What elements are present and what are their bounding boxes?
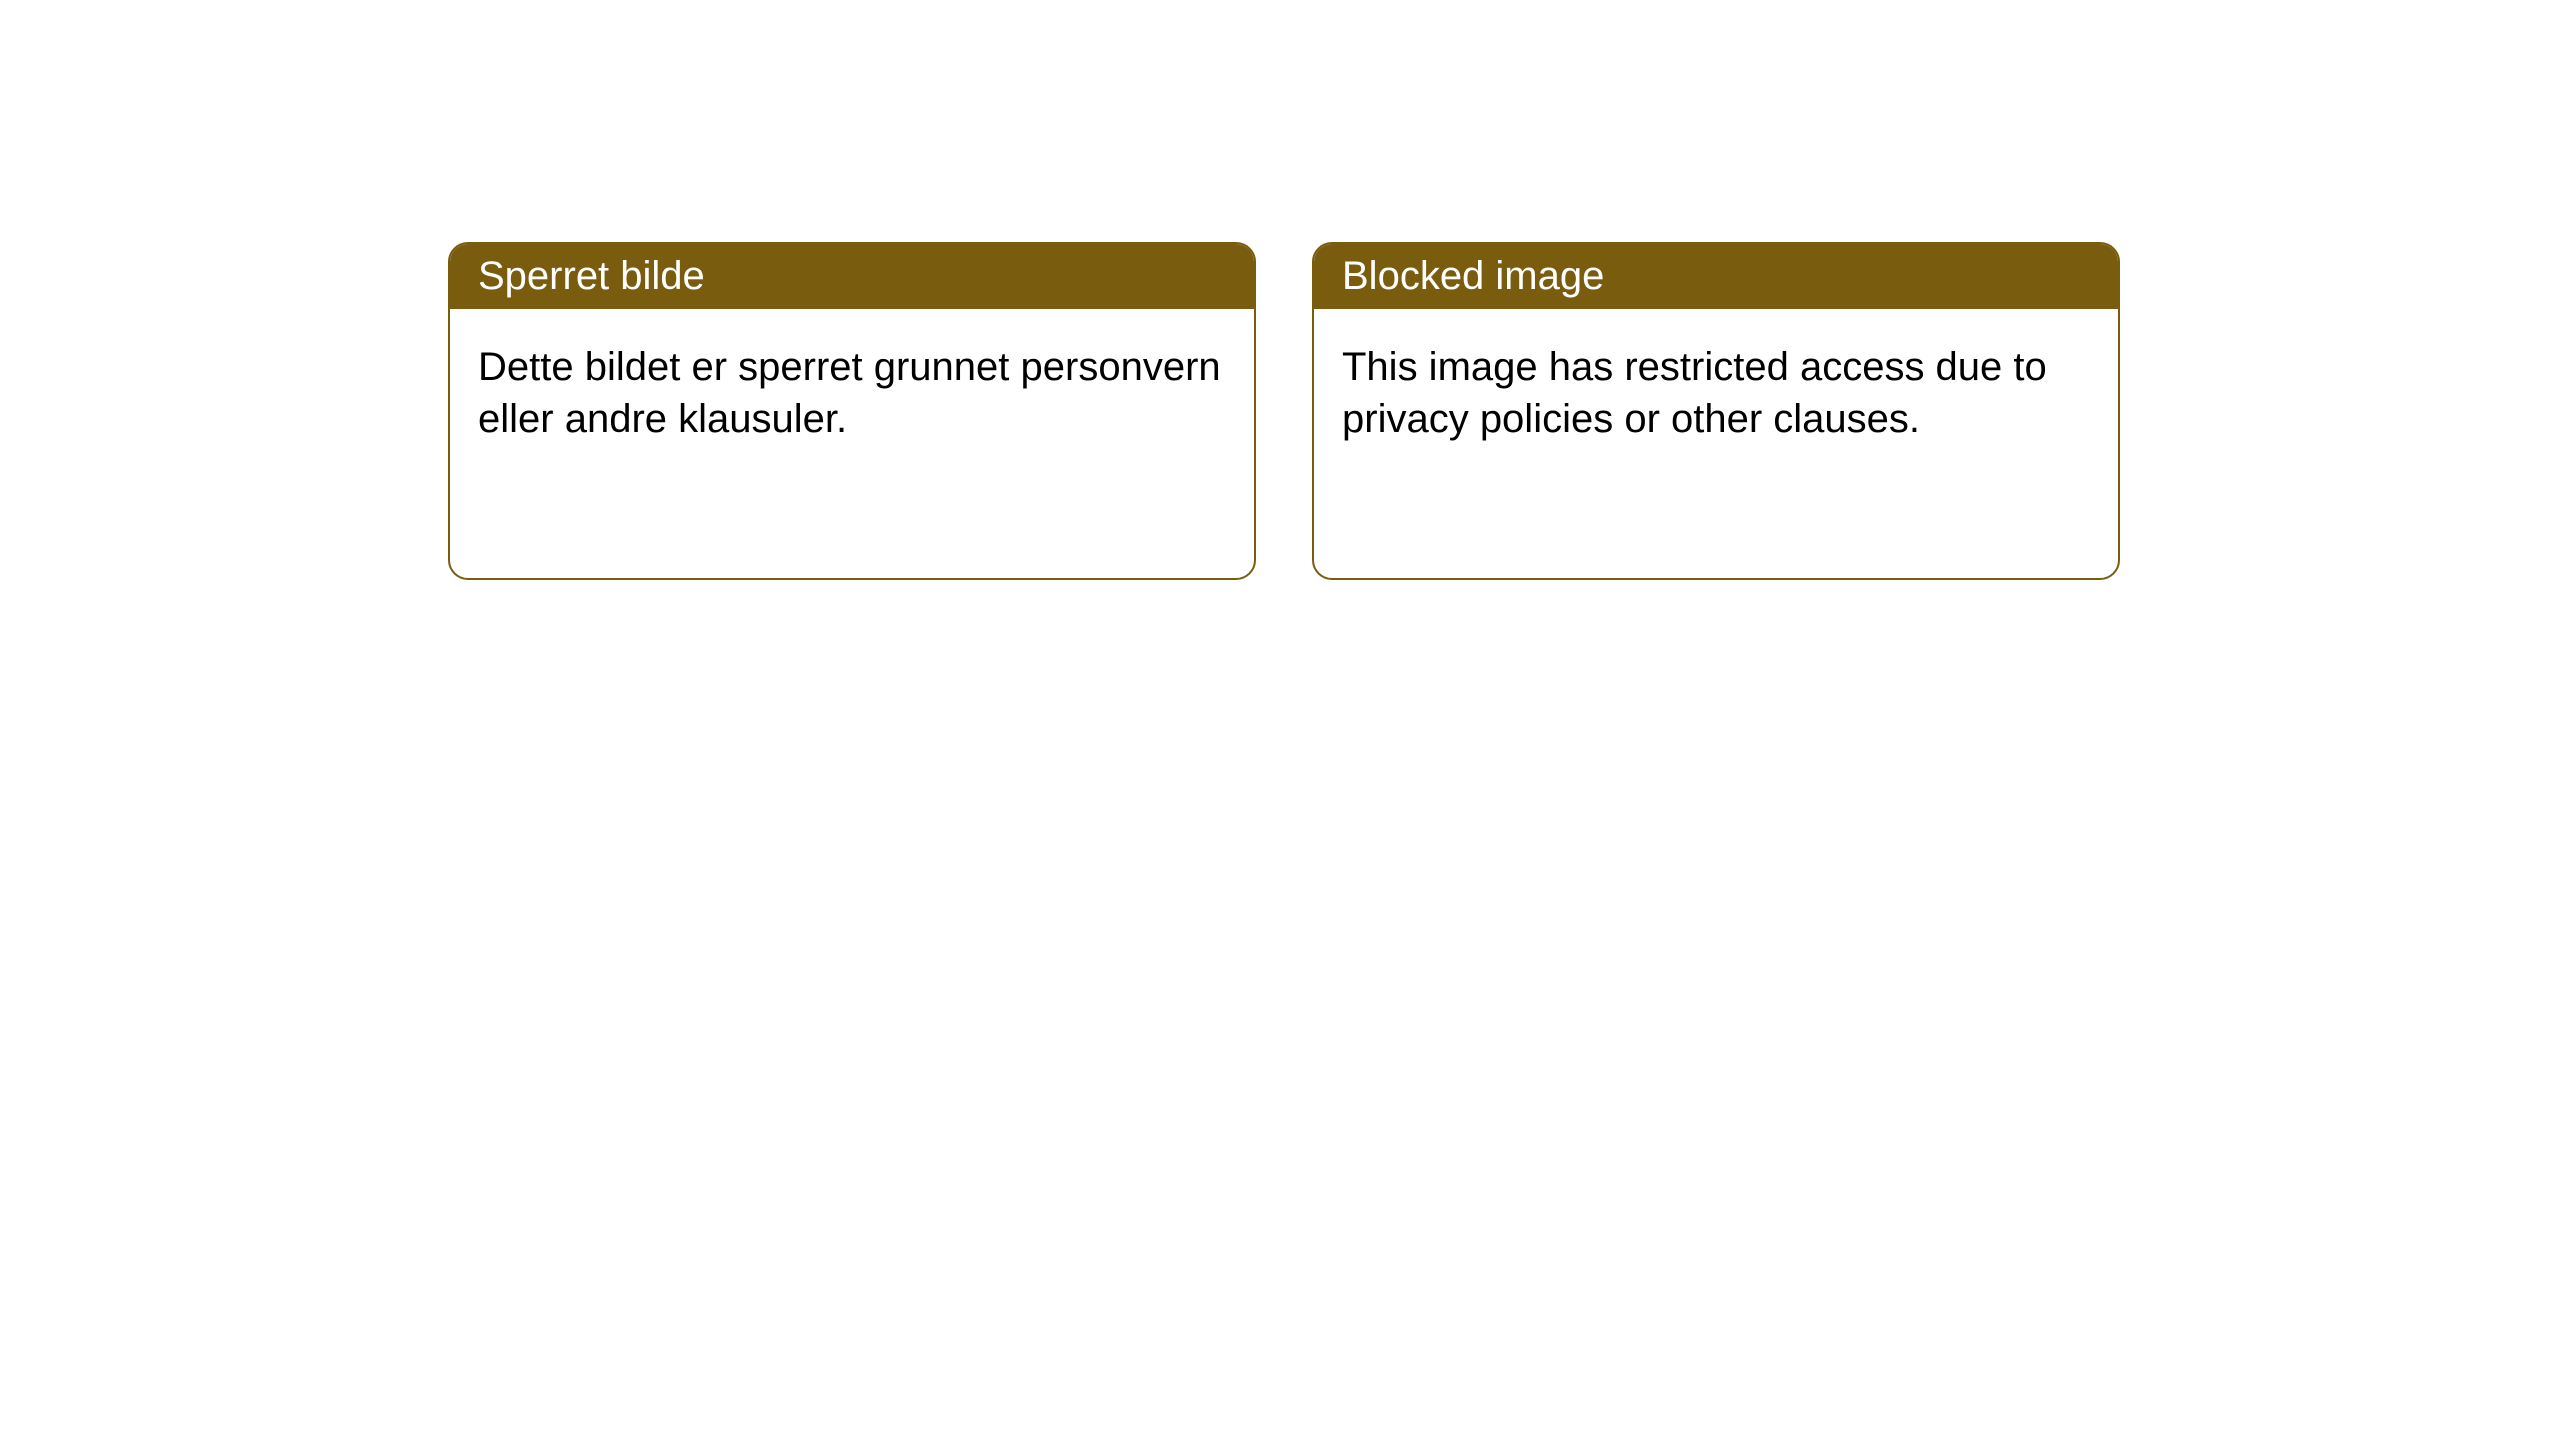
notice-card-title: Sperret bilde bbox=[450, 244, 1254, 309]
notice-container: Sperret bilde Dette bildet er sperret gr… bbox=[0, 0, 2560, 580]
notice-card-norwegian: Sperret bilde Dette bildet er sperret gr… bbox=[448, 242, 1256, 580]
notice-card-english: Blocked image This image has restricted … bbox=[1312, 242, 2120, 580]
notice-card-title: Blocked image bbox=[1314, 244, 2118, 309]
notice-card-body: Dette bildet er sperret grunnet personve… bbox=[450, 309, 1254, 477]
notice-card-body: This image has restricted access due to … bbox=[1314, 309, 2118, 477]
